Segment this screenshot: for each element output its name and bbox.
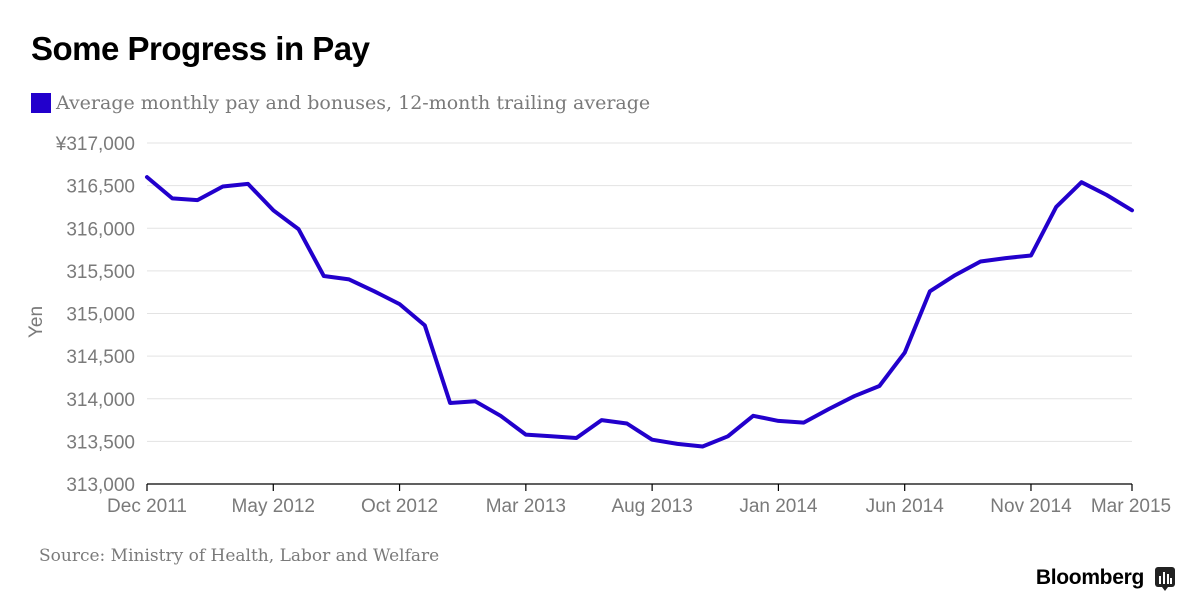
data-point — [726, 434, 730, 438]
source-note: Source: Ministry of Health, Labor and We… — [39, 546, 440, 566]
data-point — [145, 175, 149, 179]
y-tick-label: 314,500 — [66, 347, 135, 368]
y-tick-label: 313,000 — [66, 475, 135, 496]
legend-swatch — [31, 93, 51, 113]
data-point — [423, 323, 427, 327]
data-point — [372, 289, 376, 293]
data-point — [1130, 208, 1134, 212]
data-point — [196, 198, 200, 202]
data-point — [600, 418, 604, 422]
data-point — [928, 289, 932, 293]
y-tick-label: 316,500 — [66, 177, 135, 198]
data-point — [751, 414, 755, 418]
data-point — [675, 442, 679, 446]
legend: Average monthly pay and bonuses, 12-mont… — [31, 90, 650, 116]
x-tick-label: Jun 2014 — [866, 496, 945, 517]
data-point — [549, 434, 553, 438]
data-point — [221, 184, 225, 188]
y-tick-label: 314,000 — [66, 390, 135, 411]
x-tick-label: Oct 2012 — [361, 496, 438, 517]
data-point — [398, 302, 402, 306]
x-tick-label: Nov 2014 — [990, 496, 1072, 517]
data-point — [297, 227, 301, 231]
data-point — [347, 277, 351, 281]
data-point — [499, 414, 503, 418]
data-point — [448, 401, 452, 405]
data-point — [978, 259, 982, 263]
data-point — [246, 182, 250, 186]
x-tick-label: Dec 2011 — [107, 496, 187, 517]
x-tick-label: Jan 2014 — [739, 496, 818, 517]
data-point — [827, 407, 831, 411]
y-tick-label: 315,500 — [66, 262, 135, 283]
data-point — [1079, 180, 1083, 184]
data-point — [701, 444, 705, 448]
y-tick-label: 313,500 — [66, 432, 135, 453]
data-point — [852, 394, 856, 398]
data-point — [1105, 193, 1109, 197]
legend-label: Average monthly pay and bonuses, 12-mont… — [56, 92, 651, 114]
chart-title: Some Progress in Pay — [31, 30, 370, 67]
x-tick-label: Mar 2015 — [1091, 496, 1171, 517]
data-point — [1029, 254, 1033, 258]
data-point — [170, 196, 174, 200]
data-point — [953, 273, 957, 277]
data-point — [574, 436, 578, 440]
data-point — [1054, 205, 1058, 209]
y-axis-label: Yen — [26, 306, 47, 338]
x-tick-label: May 2012 — [232, 496, 315, 517]
data-point — [1004, 256, 1008, 260]
bloomberg-logo: Bloomberg — [1035, 566, 1144, 589]
data-point — [650, 438, 654, 442]
data-point — [776, 419, 780, 423]
bloomberg-terminal-icon — [1155, 567, 1175, 591]
data-point — [271, 208, 275, 212]
data-point — [802, 421, 806, 425]
series-line — [145, 175, 1134, 449]
data-point — [903, 351, 907, 355]
data-point — [473, 399, 477, 403]
data-point — [322, 274, 326, 278]
data-point — [524, 433, 528, 437]
x-tick-label: Mar 2013 — [486, 496, 566, 517]
data-point — [877, 384, 881, 388]
y-tick-label: ¥317,000 — [55, 134, 135, 155]
x-tick-label: Aug 2013 — [611, 496, 692, 517]
data-point — [625, 421, 629, 425]
y-tick-label: 315,000 — [66, 305, 135, 326]
y-tick-label: 316,000 — [66, 219, 135, 240]
